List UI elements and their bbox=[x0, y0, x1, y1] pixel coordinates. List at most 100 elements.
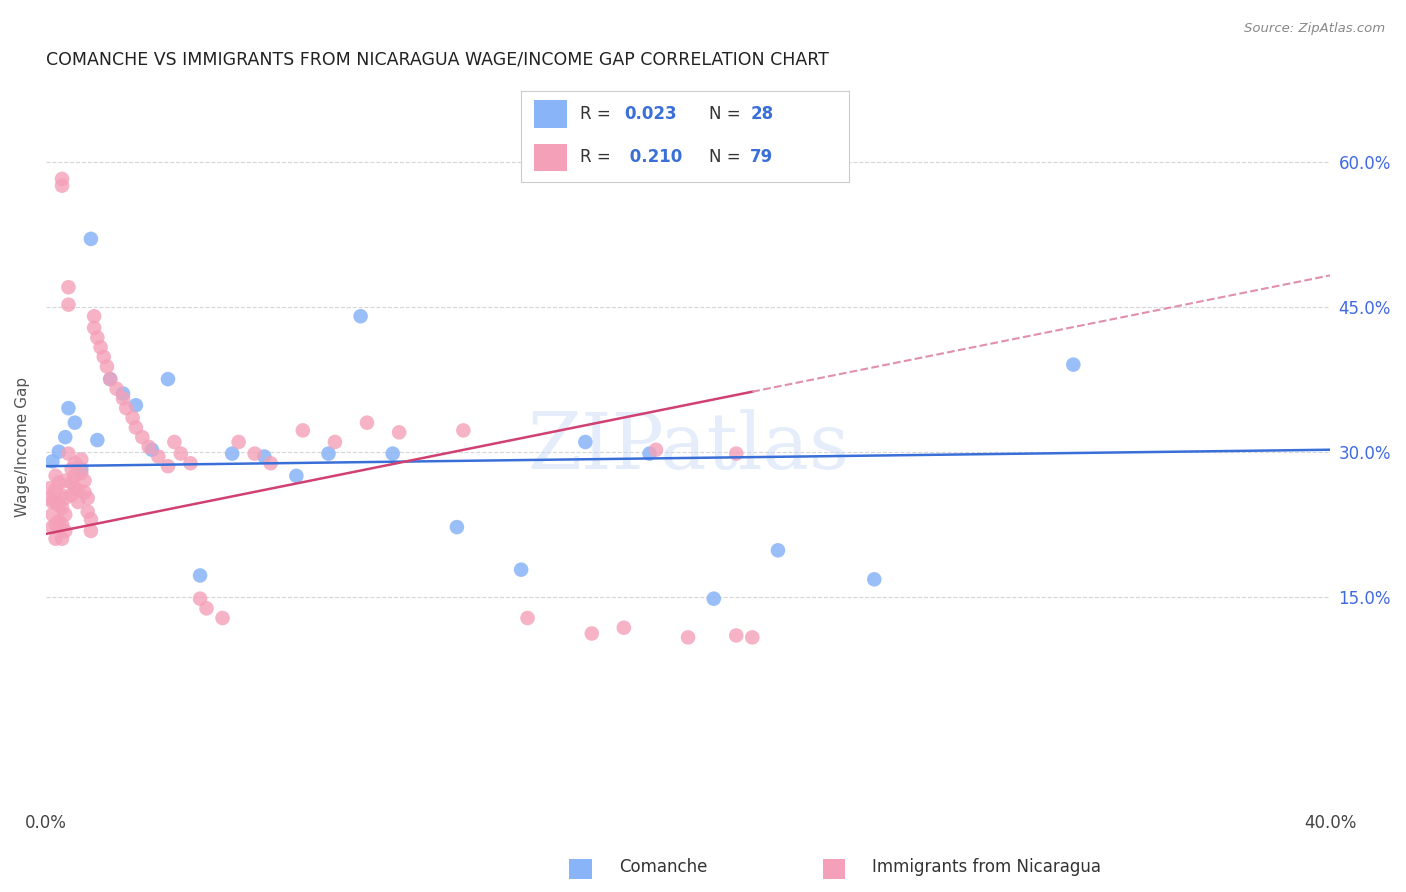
Y-axis label: Wage/Income Gap: Wage/Income Gap bbox=[15, 376, 30, 516]
Point bbox=[676, 631, 699, 645]
Point bbox=[98, 372, 121, 386]
Point bbox=[148, 450, 170, 464]
Point bbox=[725, 628, 748, 642]
Point bbox=[291, 423, 314, 437]
Point bbox=[60, 488, 83, 502]
Point bbox=[766, 543, 789, 558]
Point bbox=[381, 447, 404, 461]
Point bbox=[195, 601, 218, 615]
Point bbox=[53, 524, 76, 538]
Point bbox=[48, 444, 70, 458]
Point bbox=[115, 401, 138, 416]
Point bbox=[645, 442, 668, 457]
Point bbox=[516, 611, 538, 625]
Point bbox=[111, 392, 134, 406]
Point bbox=[51, 172, 73, 186]
Point bbox=[613, 621, 636, 635]
Point bbox=[60, 475, 83, 490]
Point bbox=[188, 591, 211, 606]
Point bbox=[741, 631, 763, 645]
Point bbox=[703, 591, 725, 606]
Point bbox=[388, 425, 411, 440]
Point bbox=[156, 372, 179, 386]
Point bbox=[86, 433, 108, 447]
Point bbox=[41, 508, 63, 522]
Point bbox=[638, 447, 661, 461]
Point bbox=[125, 398, 148, 412]
Point bbox=[63, 456, 86, 470]
Point bbox=[45, 532, 67, 546]
Point bbox=[70, 462, 93, 476]
Point bbox=[83, 310, 105, 324]
Point bbox=[323, 435, 346, 450]
Point bbox=[45, 517, 67, 532]
Point bbox=[725, 447, 748, 461]
Point bbox=[38, 491, 60, 505]
Point bbox=[96, 359, 118, 374]
Point bbox=[253, 450, 276, 464]
Point bbox=[76, 491, 98, 505]
Text: COMANCHE VS IMMIGRANTS FROM NICARAGUA WAGE/INCOME GAP CORRELATION CHART: COMANCHE VS IMMIGRANTS FROM NICARAGUA WA… bbox=[46, 51, 830, 69]
Point bbox=[243, 447, 266, 461]
Point bbox=[70, 452, 93, 467]
Point bbox=[221, 447, 243, 461]
Point bbox=[53, 474, 76, 488]
Point bbox=[58, 280, 80, 294]
Point bbox=[51, 517, 73, 532]
Point bbox=[51, 500, 73, 515]
Point bbox=[45, 483, 67, 498]
Point bbox=[285, 468, 308, 483]
Text: Immigrants from Nicaragua: Immigrants from Nicaragua bbox=[872, 858, 1101, 876]
Text: Source: ZipAtlas.com: Source: ZipAtlas.com bbox=[1244, 22, 1385, 36]
Point bbox=[98, 372, 121, 386]
Point bbox=[446, 520, 468, 534]
Point bbox=[349, 310, 371, 324]
Point bbox=[80, 524, 103, 538]
Point bbox=[58, 298, 80, 312]
Point bbox=[58, 401, 80, 416]
Point bbox=[228, 435, 250, 450]
Point bbox=[111, 386, 134, 401]
Point bbox=[53, 430, 76, 444]
Point bbox=[73, 485, 96, 500]
Point bbox=[260, 456, 283, 470]
Point bbox=[63, 416, 86, 430]
Point bbox=[67, 495, 90, 509]
Point bbox=[48, 498, 70, 512]
Point bbox=[863, 572, 886, 586]
Point bbox=[73, 474, 96, 488]
Point bbox=[105, 382, 128, 396]
Point bbox=[80, 232, 103, 246]
Point bbox=[170, 447, 193, 461]
Point bbox=[41, 520, 63, 534]
Point bbox=[51, 488, 73, 502]
Point bbox=[86, 330, 108, 344]
Point bbox=[574, 435, 596, 450]
Point bbox=[51, 532, 73, 546]
Point bbox=[211, 611, 233, 625]
Point bbox=[90, 340, 112, 354]
Point bbox=[138, 440, 160, 454]
Point bbox=[41, 495, 63, 509]
Point bbox=[510, 563, 533, 577]
Point bbox=[60, 462, 83, 476]
Point bbox=[67, 483, 90, 498]
Point bbox=[63, 482, 86, 496]
Point bbox=[83, 321, 105, 335]
Point bbox=[58, 447, 80, 461]
Point bbox=[70, 466, 93, 480]
Point bbox=[156, 459, 179, 474]
Point bbox=[1062, 358, 1084, 372]
Point bbox=[45, 468, 67, 483]
Point bbox=[131, 430, 153, 444]
Point bbox=[41, 454, 63, 468]
Point bbox=[163, 435, 186, 450]
Point bbox=[453, 423, 475, 437]
Point bbox=[63, 468, 86, 483]
Point bbox=[188, 568, 211, 582]
Point bbox=[80, 512, 103, 526]
Point bbox=[48, 514, 70, 528]
Point bbox=[53, 508, 76, 522]
Point bbox=[53, 491, 76, 505]
Point bbox=[141, 442, 163, 457]
